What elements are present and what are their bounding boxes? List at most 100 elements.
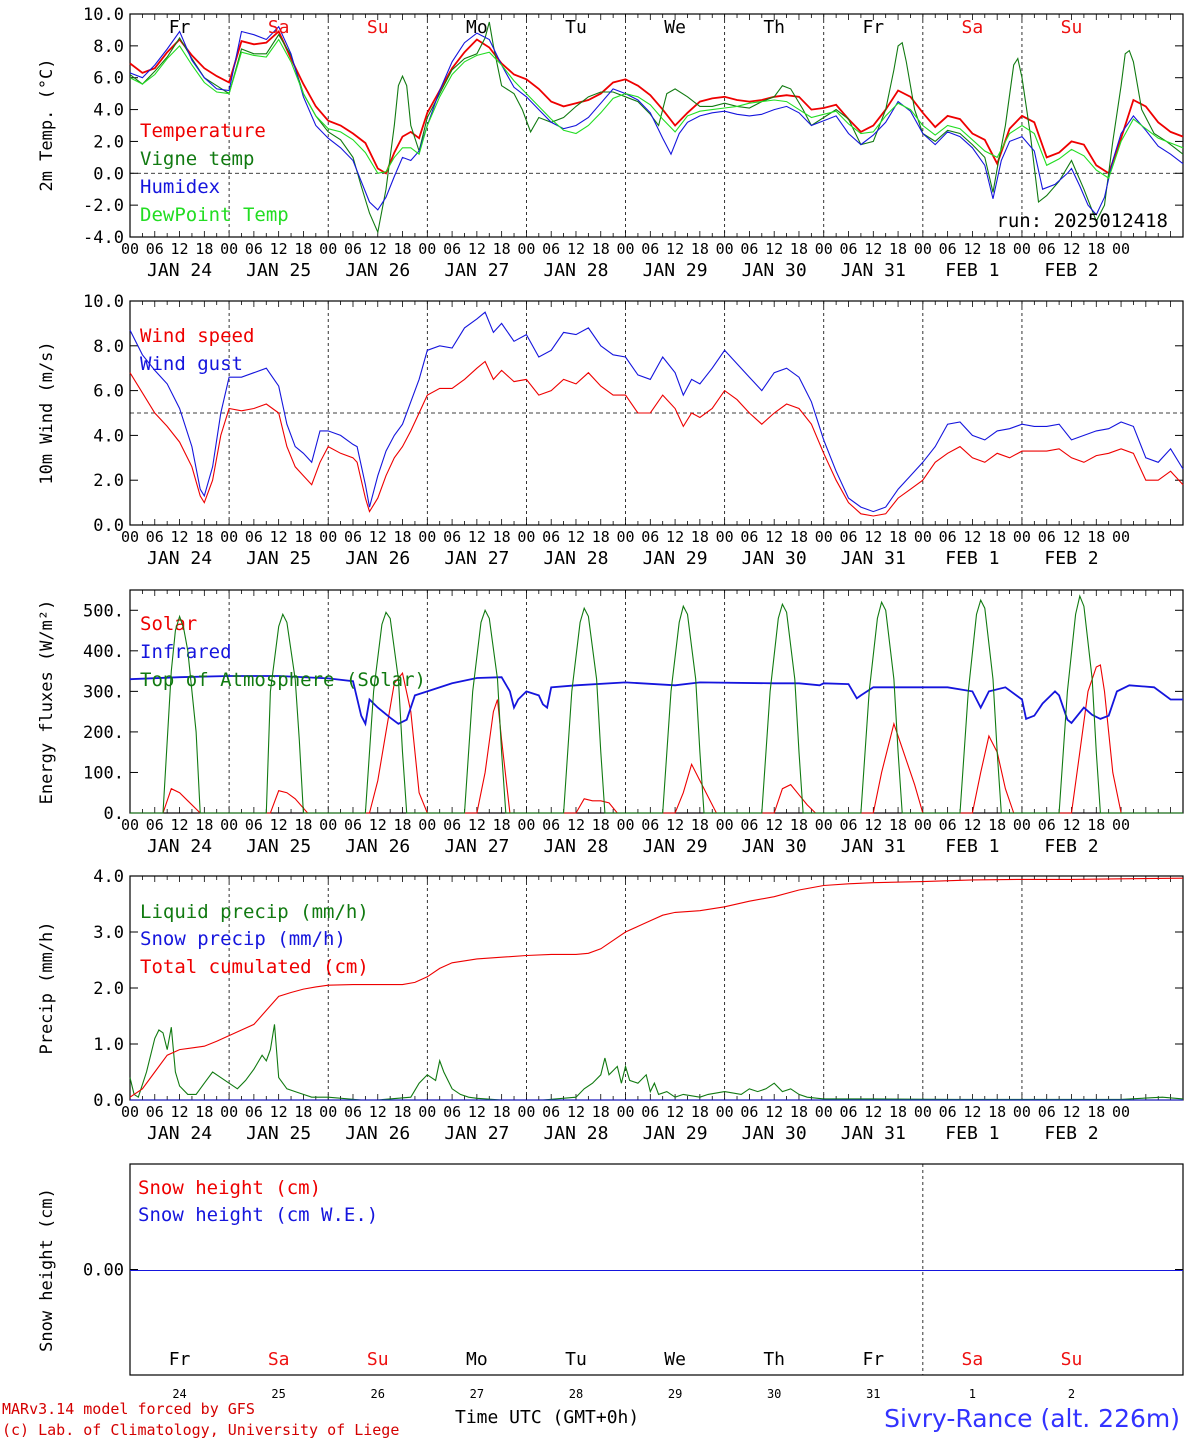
- hour-label: 06: [740, 240, 758, 258]
- hour-label: 06: [641, 816, 659, 834]
- hour-label: 18: [195, 816, 213, 834]
- day-of-week-label: Fr: [169, 1349, 191, 1370]
- hour-label: 06: [740, 528, 758, 546]
- day-of-week-label: Sa: [268, 1349, 290, 1370]
- panel-2: 00 06 12 18 00 06 12 18 00 06 12 18 00 06 12 18 00 06 12 18…: [37, 292, 1184, 569]
- hour-label: 18: [394, 528, 412, 546]
- hour-label: 00: [616, 1103, 634, 1121]
- y-tick-label: 0.0: [93, 516, 124, 536]
- panel-4: 00 06 12 18 00 06 12 18 00 06 12 18 00 06 12 18 00 06 12 18…: [37, 867, 1184, 1144]
- date-label: FEB 2: [1044, 260, 1098, 281]
- day-of-week-label: We: [664, 17, 686, 38]
- date-label: FEB 1: [945, 836, 999, 857]
- hour-label: 00: [1112, 1103, 1130, 1121]
- hour-label: 06: [1038, 816, 1056, 834]
- day-number-label: 2: [1068, 1387, 1075, 1401]
- hour-label: 00: [1013, 240, 1031, 258]
- series-line-humidex: [129, 25, 1184, 216]
- panel-1: 00 06 12 18 00 06 12 18 00 06 12 18 00 06 12 18 00 06 12 18…: [37, 5, 1184, 281]
- hour-label: 00: [716, 1103, 734, 1121]
- date-label: JAN 24: [147, 1123, 212, 1144]
- date-label: JAN 29: [643, 836, 708, 857]
- legend-entry: Total cumulated (cm): [140, 956, 369, 978]
- hour-label: 18: [195, 1103, 213, 1121]
- x-axis-title: Time UTC (GMT+0h): [455, 1407, 639, 1428]
- hour-label: 06: [641, 1103, 659, 1121]
- hour-label: 06: [939, 240, 957, 258]
- date-label: FEB 2: [1044, 836, 1098, 857]
- legend-entry: DewPoint Temp: [140, 204, 289, 226]
- y-tick-label: 0.: [104, 804, 124, 824]
- date-label: FEB 1: [945, 548, 999, 569]
- hour-label: 06: [542, 528, 560, 546]
- hour-label: 18: [790, 816, 808, 834]
- hour-label: 12: [171, 528, 189, 546]
- hour-label: 12: [666, 528, 684, 546]
- hour-label: 06: [839, 240, 857, 258]
- hour-label: 18: [1087, 528, 1105, 546]
- hour-label: 06: [245, 528, 263, 546]
- hour-label: 06: [839, 1103, 857, 1121]
- series-line-vigne-temp: [129, 21, 1184, 235]
- hour-label: 06: [839, 528, 857, 546]
- day-of-week-label: Tu: [565, 17, 587, 38]
- hour-label: 18: [1087, 240, 1105, 258]
- hour-label: 18: [790, 528, 808, 546]
- y-tick-label: 10.0: [83, 292, 124, 312]
- legend-entry: Snow height (cm): [138, 1177, 321, 1199]
- series-line-total-cumulated-cm-: [129, 877, 1184, 1098]
- series-line-dewpoint-temp: [129, 38, 1184, 179]
- hour-label: 06: [146, 240, 164, 258]
- day-number-label: 31: [866, 1387, 880, 1401]
- hour-label: 00: [220, 240, 238, 258]
- hour-label: 18: [889, 240, 907, 258]
- hour-label: 12: [864, 528, 882, 546]
- date-label: JAN 25: [246, 260, 311, 281]
- hour-label: 06: [641, 528, 659, 546]
- hour-label: 18: [691, 240, 709, 258]
- hour-label: 00: [220, 528, 238, 546]
- series-line-wind-gust: [129, 311, 1184, 513]
- day-number-label: 1: [969, 1387, 976, 1401]
- day-of-week-label: Su: [1061, 1349, 1083, 1370]
- hour-label: 06: [443, 1103, 461, 1121]
- hour-label: 18: [691, 1103, 709, 1121]
- hour-label: 18: [592, 528, 610, 546]
- hour-label: 12: [369, 240, 387, 258]
- plot-frame: [129, 589, 1184, 814]
- hour-label: 06: [245, 240, 263, 258]
- y-tick-label: 400.: [83, 642, 124, 662]
- hour-label: 12: [1062, 816, 1080, 834]
- hour-label: 00: [319, 816, 337, 834]
- day-of-week-label: Su: [1061, 17, 1083, 38]
- hour-label: 18: [394, 816, 412, 834]
- hour-label: 12: [171, 816, 189, 834]
- hour-label: 18: [889, 816, 907, 834]
- panel-3: 00 06 12 18 00 06 12 18 00 06 12 18 00 06 12 18 00 06 12 18…: [37, 589, 1184, 857]
- hour-label: 00: [319, 528, 337, 546]
- hour-label: 06: [344, 240, 362, 258]
- y-axis-label: Energy fluxes (W/m²): [37, 600, 57, 805]
- y-tick-label: -4.0: [83, 228, 124, 248]
- hour-label: 00: [914, 240, 932, 258]
- date-label: JAN 26: [345, 1123, 410, 1144]
- hour-label: 18: [493, 528, 511, 546]
- date-label: JAN 28: [543, 260, 608, 281]
- day-of-week-label: Th: [763, 1349, 785, 1370]
- hour-label: 00: [121, 240, 139, 258]
- legend-entry: Infrared: [140, 641, 232, 663]
- series-line-temperature: [129, 30, 1184, 175]
- hour-label: 18: [294, 240, 312, 258]
- hour-label: 00: [517, 816, 535, 834]
- date-label: JAN 30: [742, 1123, 807, 1144]
- hour-label: 06: [443, 528, 461, 546]
- legend-entry: Wind gust: [140, 353, 243, 375]
- day-of-week-label: Sa: [962, 17, 984, 38]
- hour-label: 12: [270, 816, 288, 834]
- hour-label: 06: [839, 816, 857, 834]
- legend-entry: Liquid precip (mm/h): [140, 901, 369, 923]
- y-tick-label: 200.: [83, 723, 124, 743]
- hour-label: 12: [468, 1103, 486, 1121]
- hour-label: 18: [691, 528, 709, 546]
- date-label: FEB 1: [945, 1123, 999, 1144]
